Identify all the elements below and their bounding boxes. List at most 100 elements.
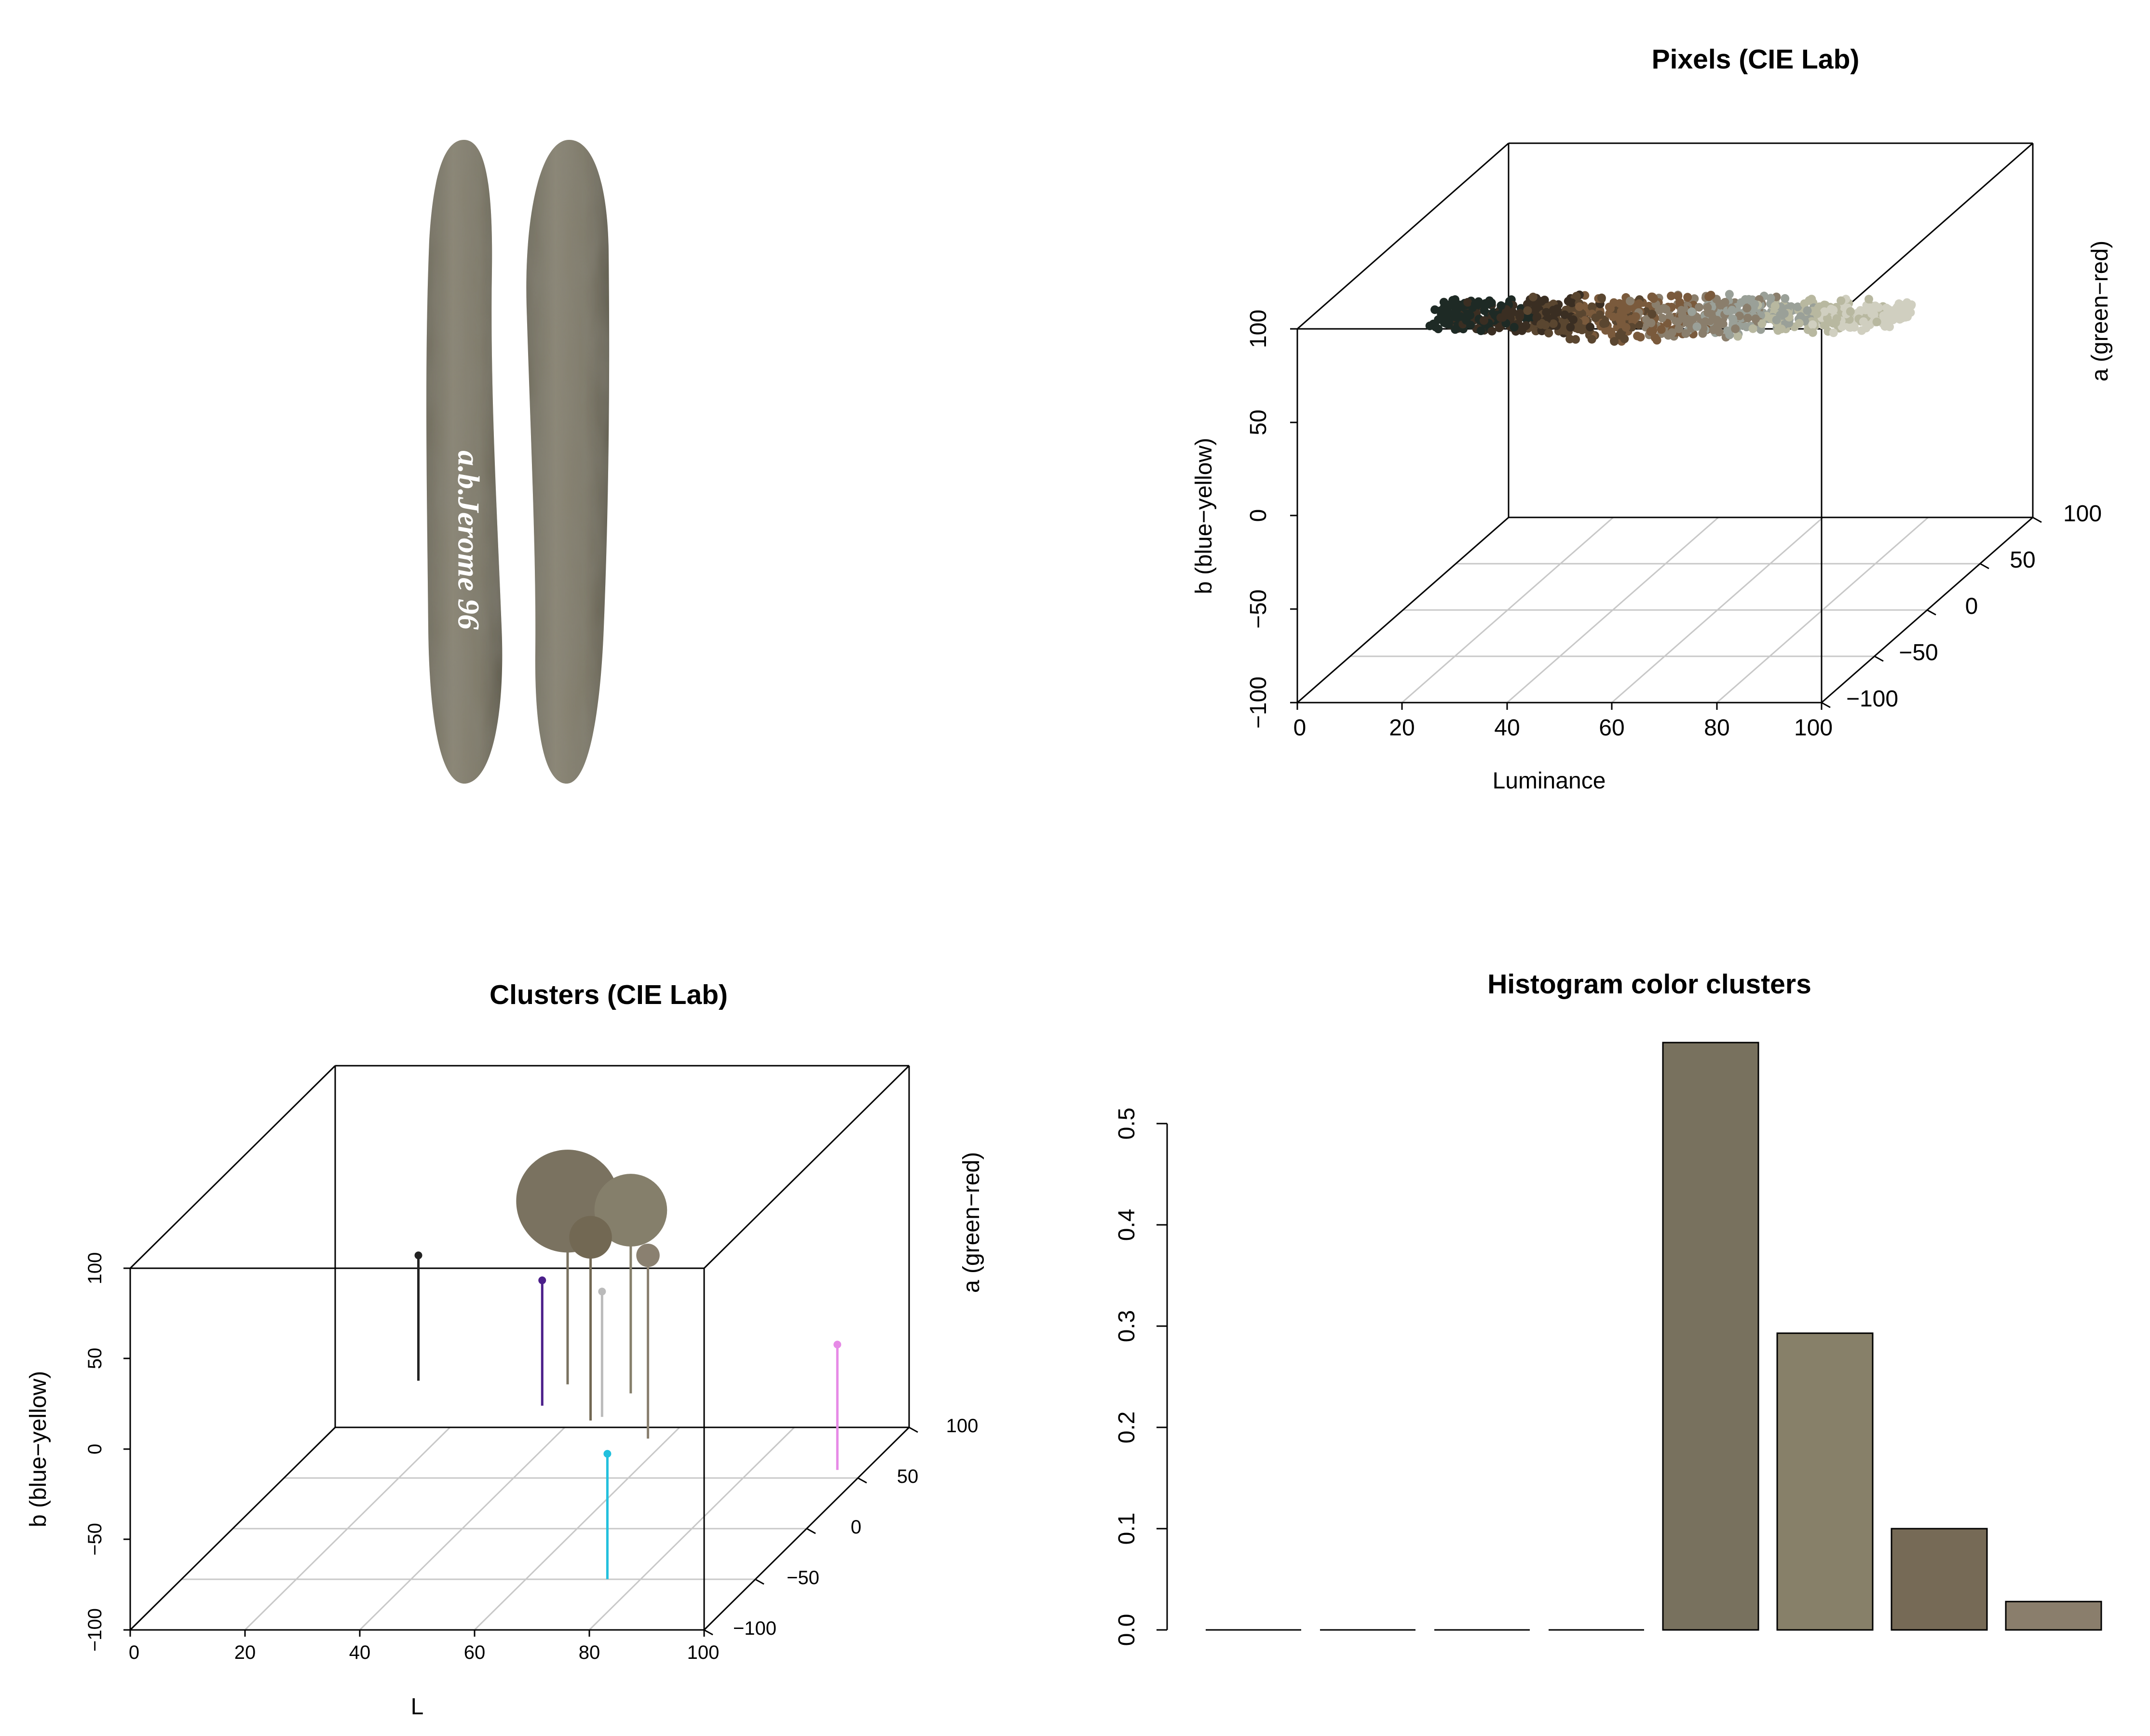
- pixel-point: [1820, 307, 1829, 316]
- pixel-point: [1695, 303, 1703, 312]
- pixel-point: [1701, 317, 1710, 326]
- pixel-point: [1601, 319, 1610, 328]
- clusters-y-tick-label: 0: [84, 1444, 106, 1454]
- pixel-point: [1707, 310, 1716, 319]
- pixel-point: [1476, 326, 1485, 335]
- clusters-y-tick-label: 50: [84, 1348, 106, 1370]
- histogram-bars: [1206, 1042, 2102, 1631]
- pixels-box-edge: [1297, 142, 1509, 330]
- pixel-point: [1636, 333, 1645, 342]
- pixels-x-axis-label: Luminance: [1493, 768, 1606, 794]
- clusters-z-tick: [909, 1426, 918, 1433]
- clusters-grid: [129, 1426, 858, 1631]
- pixel-point: [1591, 313, 1600, 323]
- clusters-x-tick-label: 0: [129, 1642, 139, 1663]
- pixel-point: [1451, 325, 1460, 334]
- pixel-point: [1646, 327, 1655, 336]
- pixel-point: [1497, 301, 1506, 310]
- pixel-point: [1448, 296, 1457, 305]
- pixel-point: [1654, 306, 1663, 315]
- cluster-point: [569, 1216, 612, 1259]
- pixel-point: [1883, 313, 1892, 322]
- cluster-point: [594, 1174, 667, 1247]
- clusters-y-tick-label: 100: [84, 1252, 106, 1285]
- clusters-x-tick-label: 60: [464, 1642, 486, 1663]
- histogram-bar: [2005, 1600, 2102, 1631]
- histogram-y-axis: 0.0 0.1 0.2 0.3 0.4 0.5: [1114, 1108, 1168, 1646]
- artifact-front-view: [426, 140, 503, 784]
- pixel-point: [1800, 299, 1809, 308]
- pixel-point: [1846, 307, 1855, 316]
- pixels-z-tick: [1927, 609, 1936, 616]
- pixel-point: [1647, 310, 1657, 319]
- pixel-point: [1673, 317, 1682, 326]
- pixel-point: [1859, 317, 1868, 326]
- pixel-point: [1450, 312, 1459, 321]
- histogram-bar: [1776, 1332, 1874, 1631]
- cluster-point: [538, 1276, 546, 1285]
- pixel-point: [1674, 291, 1683, 300]
- pixel-point: [1430, 305, 1440, 314]
- histogram-y-tick-label: 0.2: [1114, 1411, 1140, 1444]
- artifact-photo: a.b.Jerome 96: [426, 140, 610, 784]
- pixel-point: [1861, 305, 1870, 314]
- pixel-point: [1772, 315, 1781, 325]
- pixel-point: [1616, 315, 1625, 325]
- artifact-inscription: a.b.Jerome 96: [451, 450, 486, 630]
- pixels-z-tick: [2032, 516, 2042, 523]
- pixel-point: [1713, 316, 1722, 325]
- pixel-point: [1440, 303, 1449, 312]
- clusters-y-tick-label: −100: [84, 1608, 106, 1652]
- pixels-z-tick: [1874, 655, 1884, 662]
- pixel-point: [1757, 319, 1767, 328]
- pixel-point: [1812, 309, 1822, 318]
- pixel-point: [1907, 300, 1916, 309]
- pixel-point: [1690, 294, 1699, 303]
- pixels-x-tick-label: 60: [1599, 715, 1624, 741]
- pixel-point: [1569, 315, 1578, 324]
- cluster-point: [603, 1450, 612, 1458]
- pixel-point: [1549, 319, 1558, 328]
- pixel-point: [1522, 321, 1531, 330]
- cluster-point: [598, 1288, 606, 1296]
- clusters-box: [129, 1065, 910, 1631]
- pixel-point: [1725, 330, 1734, 339]
- pixels-z-axis: −100 −50 0 50 100 a (green−red): [1821, 241, 2113, 712]
- pixels-x-tick-label: 0: [1293, 715, 1306, 741]
- cluster-point: [414, 1251, 422, 1260]
- pixel-point: [1466, 311, 1475, 320]
- pixel-point: [1471, 299, 1480, 309]
- pixel-point: [1528, 292, 1538, 301]
- pixel-point: [1516, 309, 1524, 318]
- pixel-point: [1731, 324, 1740, 333]
- pixels-box-edge: [1297, 516, 1509, 704]
- pixel-point: [1668, 328, 1676, 337]
- pixel-point: [1728, 314, 1737, 324]
- pixel-point: [1617, 307, 1626, 316]
- pixel-point: [1597, 293, 1606, 302]
- pixels-box-edge: [1821, 142, 2033, 330]
- clusters-x-tick-label: 100: [687, 1642, 720, 1663]
- pixels-y-axis: −100 −50 0 50 100 b (blue−yellow): [1191, 310, 1297, 729]
- clusters-z-tick: [857, 1477, 867, 1484]
- pixel-point: [1741, 295, 1750, 304]
- pixel-point: [1715, 299, 1724, 309]
- pixels-z-tick-label: 0: [1965, 594, 1978, 619]
- cluster-point: [636, 1244, 660, 1267]
- pixels-front-face: [1296, 328, 1823, 704]
- pixel-point: [1864, 295, 1873, 304]
- histogram-chart-title: Histogram color clusters: [1487, 969, 1811, 1000]
- pixels-x-tick-label: 100: [1794, 715, 1833, 741]
- pixel-point: [1703, 303, 1712, 312]
- pixels-z-tick-label: −100: [1846, 686, 1898, 712]
- pixels-z-tick-label: 100: [2063, 501, 2102, 527]
- pixel-point: [1850, 323, 1859, 332]
- histogram-y-tick-label: 0.5: [1114, 1108, 1140, 1140]
- clusters-x-tick-label: 40: [349, 1642, 371, 1663]
- pixel-point: [1537, 297, 1546, 306]
- pixel-point: [1793, 302, 1802, 312]
- pixel-point: [1560, 310, 1569, 319]
- pixel-point: [1626, 297, 1634, 306]
- pixel-point: [1795, 319, 1804, 328]
